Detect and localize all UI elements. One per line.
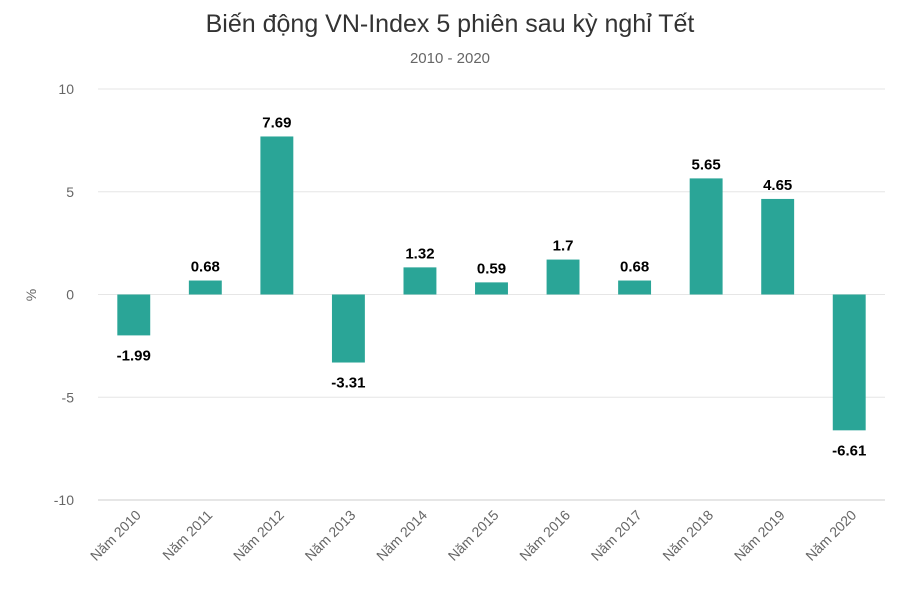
x-axis-categories: Năm 2010 Năm 2011 Năm 2012 Năm 2013 Năm 2014…	[87, 507, 860, 564]
bar	[331, 294, 365, 363]
y-tick-label: 0	[66, 287, 74, 303]
x-category-label: Năm 2016	[516, 507, 573, 564]
data-label: 4.65	[763, 177, 792, 194]
bar	[689, 178, 723, 295]
y-tick-label: 5	[66, 184, 74, 200]
x-category-label: Năm 2020	[802, 507, 859, 564]
y-tick-label: -10	[54, 492, 74, 508]
gridlines	[98, 88, 885, 501]
data-label: 1.7	[553, 238, 574, 255]
bar	[618, 280, 652, 295]
data-labels: -1.99 0.68 7.69 -3.31 1.32 0.59 1.7 0.68 5.65 4.6…	[117, 114, 867, 459]
data-label: 1.32	[405, 245, 434, 262]
data-label: 0.68	[191, 259, 220, 276]
data-label: 5.65	[692, 156, 721, 173]
y-axis-ticks: 10 5 0 -5 -10	[54, 81, 74, 508]
bar	[403, 267, 437, 295]
data-label: -6.61	[832, 442, 866, 459]
data-label: 7.69	[262, 114, 291, 131]
bar	[475, 282, 508, 295]
data-label: -3.31	[331, 375, 365, 392]
bar	[117, 294, 151, 336]
x-category-label: Năm 2013	[302, 507, 359, 564]
x-category-label: Năm 2014	[373, 507, 430, 564]
data-label: -1.99	[117, 347, 151, 364]
x-category-label: Năm 2011	[159, 507, 215, 563]
data-label: 0.59	[477, 260, 506, 277]
bars	[117, 136, 866, 431]
y-tick-label: 10	[58, 81, 74, 97]
bar	[546, 259, 580, 295]
data-label: 0.68	[620, 259, 649, 276]
bar	[260, 136, 294, 295]
x-category-label: Năm 2019	[731, 507, 788, 564]
bar	[188, 280, 222, 295]
x-category-label: Năm 2017	[588, 507, 645, 564]
bar	[832, 294, 866, 431]
x-category-label: Năm 2010	[87, 507, 144, 564]
x-category-label: Năm 2012	[230, 507, 287, 564]
x-category-label: Năm 2018	[659, 507, 716, 564]
bar	[761, 198, 795, 295]
y-tick-label: -5	[62, 389, 75, 405]
x-category-label: Năm 2015	[445, 507, 502, 564]
chart-subtitle: 2010 - 2020	[409, 50, 491, 67]
y-axis-title: %	[23, 289, 39, 301]
chart-title: Biến động VN-Index 5 phiên sau kỳ nghỉ T…	[205, 10, 695, 38]
